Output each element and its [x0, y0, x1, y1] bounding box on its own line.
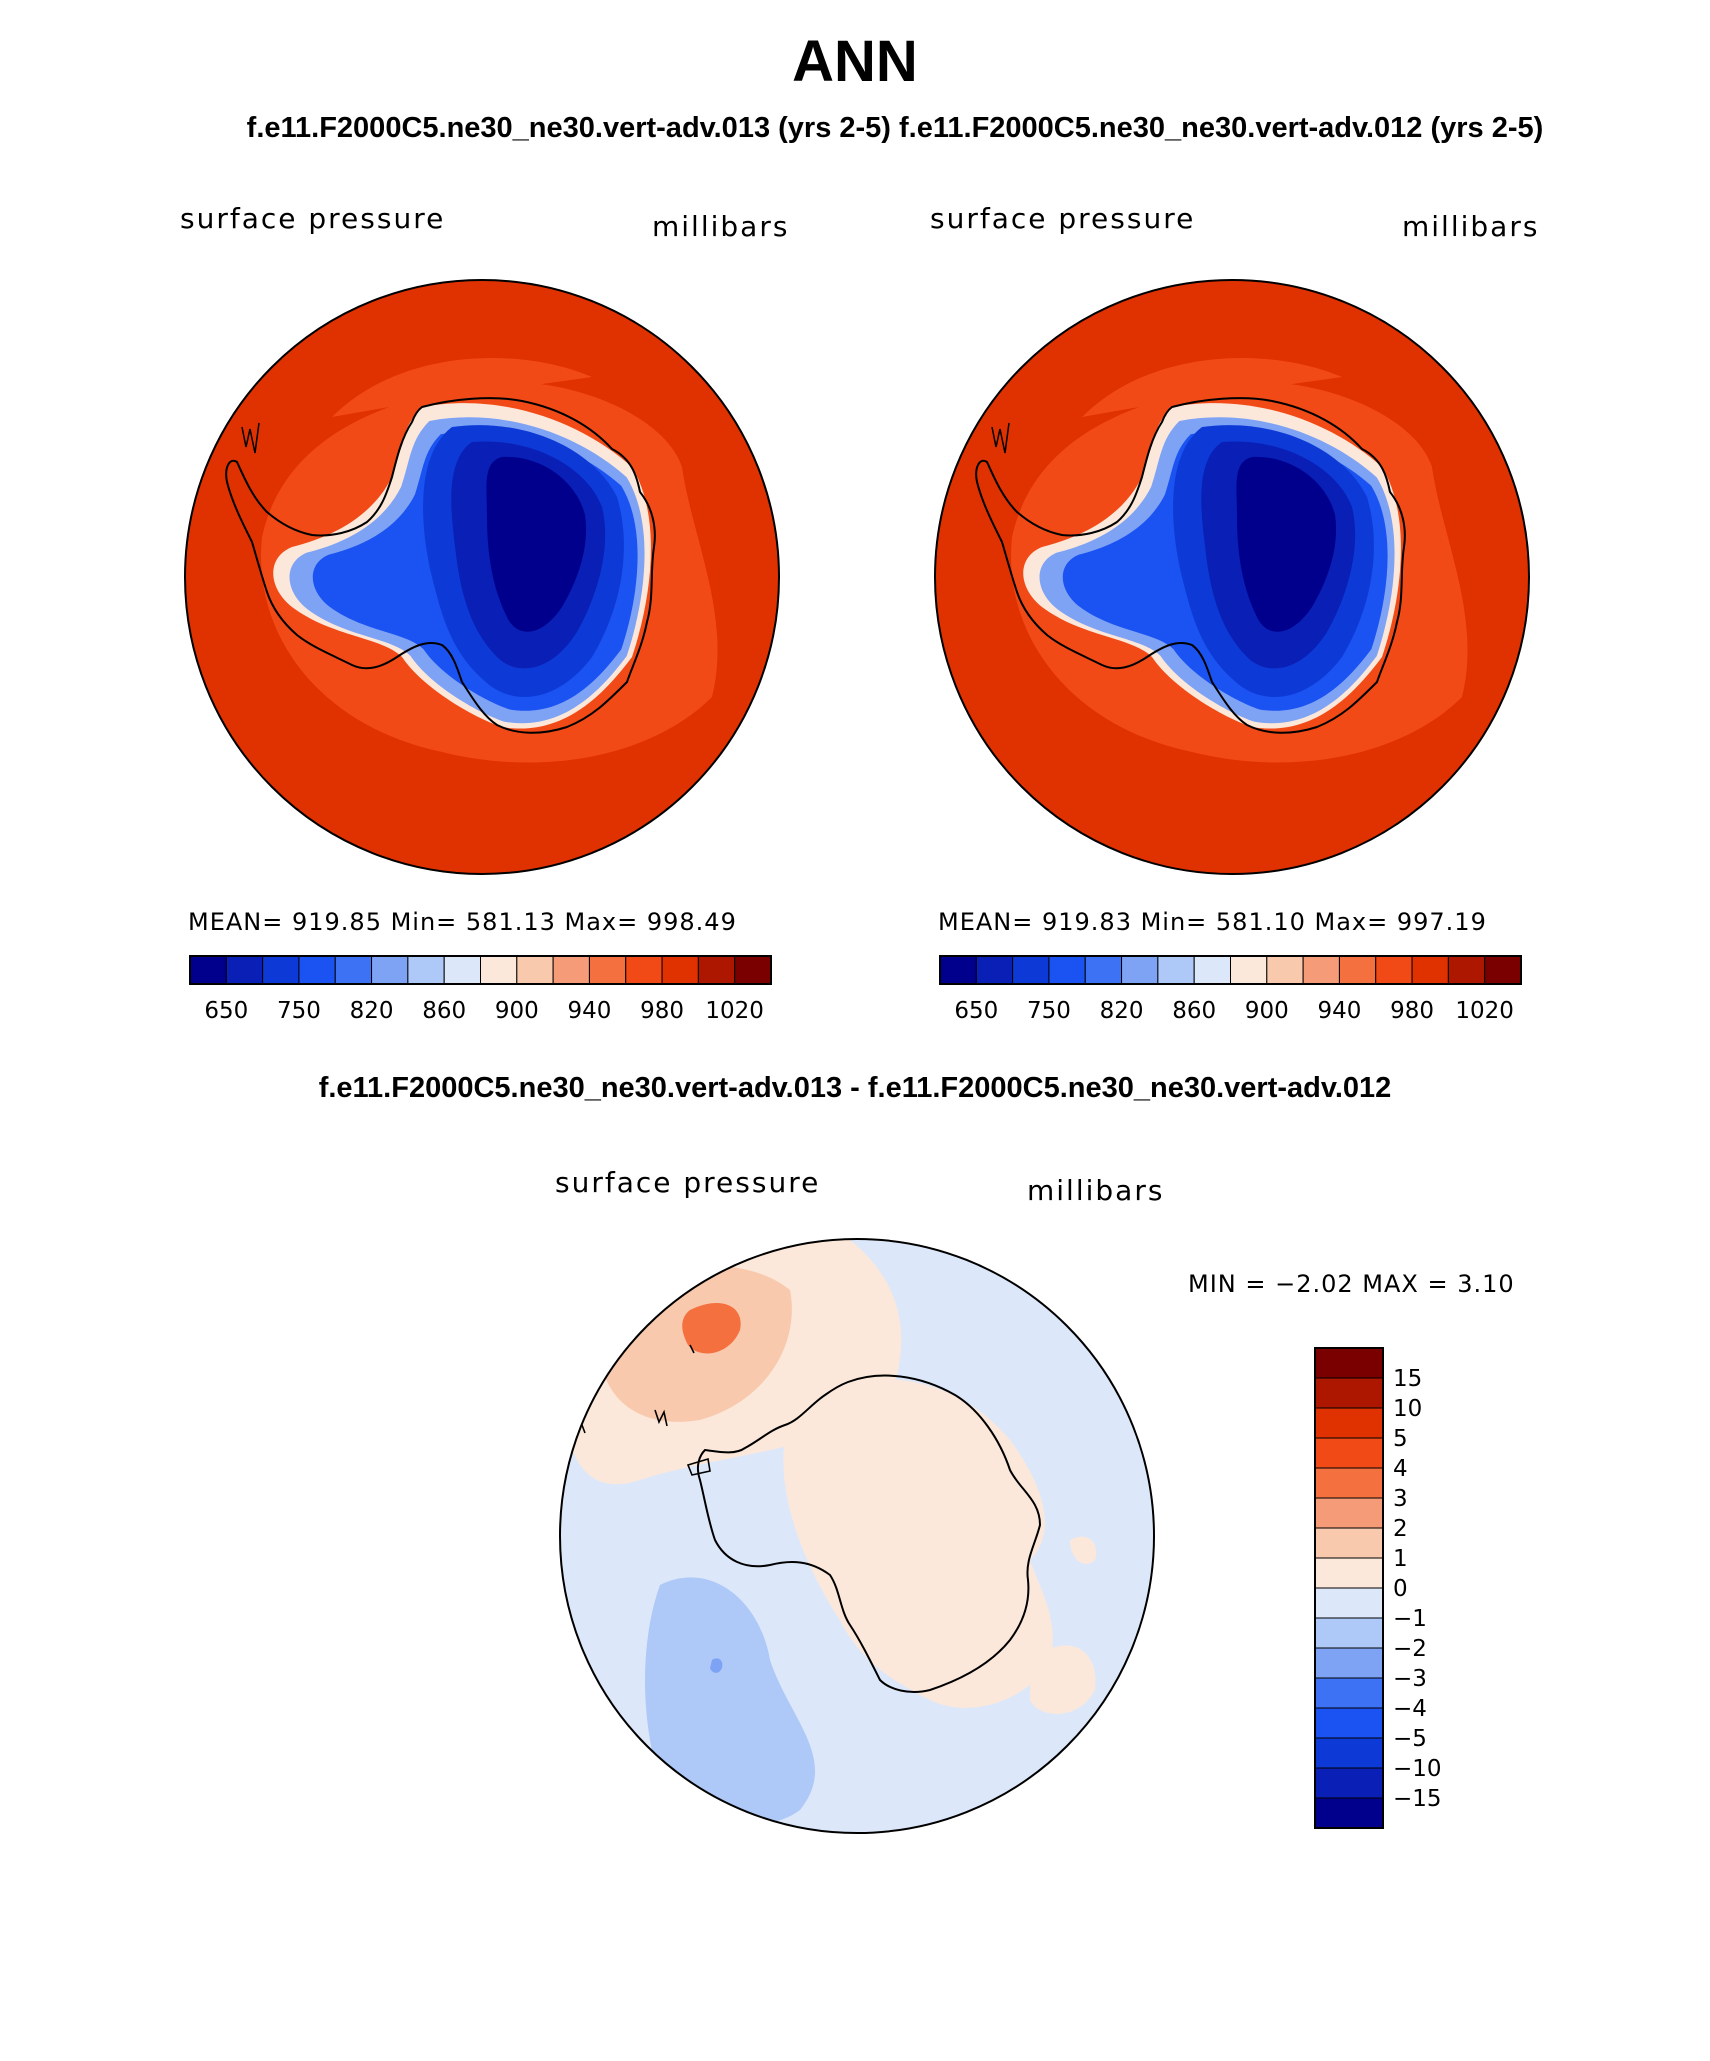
colorbar-swatch [975, 955, 1014, 985]
colorbar-tick-label: 1020 [705, 998, 764, 1024]
colorbar-tick-label: 940 [567, 998, 611, 1024]
colorbar-swatch [443, 955, 481, 985]
diff-colorbar-swatch [1314, 1707, 1384, 1739]
diff-colorbar-tick-label: −2 [1393, 1636, 1427, 1662]
diff-colorbar-swatch [1314, 1587, 1384, 1619]
panel1-units-label: millibars [652, 210, 790, 243]
colorbar-swatch [1048, 955, 1086, 985]
diff-colorbar-tick-label: 10 [1393, 1396, 1422, 1422]
diff-colorbar-tick-label: −10 [1393, 1756, 1442, 1782]
colorbar-tick-label: 860 [422, 998, 466, 1024]
panel3-units-label: millibars [1027, 1174, 1165, 1207]
colorbar-tick-label: 860 [1172, 998, 1216, 1024]
diff-colorbar-swatch [1314, 1767, 1384, 1799]
diff-colorbar-tick-label: −5 [1393, 1726, 1427, 1752]
colorbar-tick-label: 650 [204, 998, 248, 1024]
colorbar-tick-label: 980 [640, 998, 684, 1024]
colorbar-tick-label: 900 [1245, 998, 1289, 1024]
colorbar-swatch [588, 955, 627, 985]
colorbar-swatch [1302, 955, 1340, 985]
colorbar-tick-label: 940 [1317, 998, 1361, 1024]
colorbar-swatch [262, 955, 300, 985]
colorbar-swatch [1375, 955, 1413, 985]
panel2-stats: MEAN= 919.83 Min= 581.10 Max= 997.19 [938, 908, 1487, 936]
diff-colorbar-tick-label: 15 [1393, 1366, 1422, 1392]
panel1-variable-label: surface pressure [180, 202, 446, 235]
colorbar-swatch [371, 955, 409, 985]
colorbar-swatch [1230, 955, 1268, 985]
diff-colorbar-swatch [1314, 1677, 1384, 1709]
diff-colorbar-swatch [1314, 1407, 1384, 1439]
diff-colorbar-swatch [1314, 1617, 1384, 1649]
colorbar-tick-label: 750 [277, 998, 321, 1024]
colorbar-swatch [661, 955, 699, 985]
panel3-stats: MIN = −2.02 MAX = 3.10 [1188, 1270, 1515, 1298]
colorbar-tick-label: 980 [1390, 998, 1434, 1024]
colorbar-swatch [1157, 955, 1195, 985]
diff-colorbar-swatch [1314, 1647, 1384, 1679]
colorbar-tick-label: 1020 [1455, 998, 1514, 1024]
diff-colorbar-swatch [1314, 1437, 1384, 1469]
page-title: ANN [792, 29, 918, 94]
diff-colorbar-swatch [1314, 1467, 1384, 1499]
panel1-colorbar: 650 750 820 860 900 940 980 1020 [189, 955, 772, 1024]
diff-colorbar-tick-label: 2 [1393, 1516, 1408, 1542]
diff-colorbar-tick-label: −3 [1393, 1666, 1427, 1692]
colorbar-swatch [1411, 955, 1449, 985]
colorbar-swatch [407, 955, 445, 985]
colorbar-swatch [552, 955, 590, 985]
colorbar-tick-label: 820 [1100, 998, 1144, 1024]
diff-colorbar-tick-label: 5 [1393, 1426, 1408, 1452]
diff-colorbar-swatch [1314, 1497, 1384, 1529]
panel2-units-label: millibars [1402, 210, 1540, 243]
colorbar-swatch [1266, 955, 1304, 985]
panel1-stats: MEAN= 919.85 Min= 581.13 Max= 998.49 [188, 908, 737, 936]
diff-colorbar-tick-label: 3 [1393, 1486, 1408, 1512]
diff-colorbar-swatch [1314, 1347, 1384, 1379]
panel2-variable-label: surface pressure [930, 202, 1196, 235]
diff-colorbar-tick-label: −4 [1393, 1696, 1427, 1722]
colorbar-tick-label: 820 [350, 998, 394, 1024]
colorbar-swatch [734, 955, 772, 985]
panel3-map [559, 1238, 1155, 1834]
colorbar-swatch [189, 955, 227, 985]
diff-colorbar-swatch [1314, 1377, 1384, 1409]
difference-title: f.e11.F2000C5.ne30_ne30.vert-adv.013 - f… [318, 1072, 1392, 1104]
diff-colorbar-swatch [1314, 1737, 1384, 1769]
diff-colorbar-swatch [1314, 1557, 1384, 1589]
diff-colorbar-swatch [1314, 1527, 1384, 1559]
diff-colorbar-tick-label: 0 [1393, 1576, 1408, 1602]
colorbar-swatch [1012, 955, 1050, 985]
diff-colorbar-tick-label: −1 [1393, 1606, 1427, 1632]
colorbar-swatch [1084, 955, 1123, 985]
panel2-colorbar: 650 750 820 860 900 940 980 1020 [939, 955, 1522, 1024]
case-titles: f.e11.F2000C5.ne30_ne30.vert-adv.013 (yr… [246, 112, 1544, 144]
diff-colorbar-tick-label: 1 [1393, 1546, 1408, 1572]
colorbar-swatch [334, 955, 373, 985]
colorbar-swatch [516, 955, 554, 985]
colorbar-swatch [1338, 955, 1377, 985]
colorbar-swatch [480, 955, 518, 985]
diff-colorbar-tick-label: 4 [1393, 1456, 1408, 1482]
colorbar-swatch [1121, 955, 1159, 985]
colorbar-tick-label: 650 [954, 998, 998, 1024]
panel1-map [184, 279, 780, 875]
panel3-variable-label: surface pressure [555, 1166, 821, 1199]
colorbar-tick-label: 750 [1027, 998, 1071, 1024]
colorbar-swatch [697, 955, 736, 985]
diff-colorbar-swatch [1314, 1797, 1384, 1829]
diff-colorbar-tick-label: −15 [1393, 1786, 1442, 1812]
colorbar-swatch [298, 955, 336, 985]
colorbar-swatch [625, 955, 663, 985]
panel2-map [934, 279, 1530, 875]
colorbar-swatch [1193, 955, 1231, 985]
colorbar-swatch [1484, 955, 1522, 985]
colorbar-swatch [939, 955, 977, 985]
colorbar-swatch [1447, 955, 1486, 985]
colorbar-swatch [225, 955, 264, 985]
colorbar-tick-label: 900 [495, 998, 539, 1024]
